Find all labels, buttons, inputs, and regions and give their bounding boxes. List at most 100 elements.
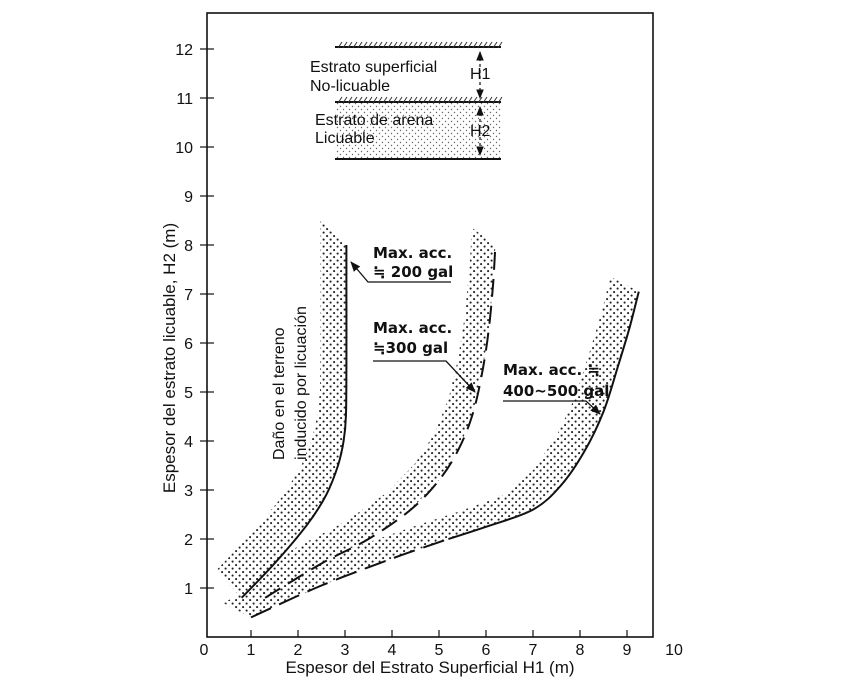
annotation-200gal-line1: Max. acc.: [373, 244, 452, 262]
hatch-stroke: [427, 96, 433, 104]
hatch-stroke: [457, 96, 463, 104]
annotation-200gal-line2: ≒ 200 gal: [373, 263, 453, 281]
hatch-stroke: [372, 41, 378, 49]
hatch-stroke: [347, 41, 353, 49]
hatch-stroke: [417, 96, 423, 104]
hatch-stroke: [467, 41, 473, 49]
y-tick-label: 12: [175, 42, 193, 59]
y-tick-label: 7: [184, 287, 193, 304]
series-line-2: [264, 244, 497, 599]
inset-lower-label-line2: Licuable: [315, 130, 375, 147]
inset-upper-label-line2: No-licuable: [310, 78, 390, 95]
x-tick-label: 8: [576, 642, 585, 659]
hatch-stroke: [382, 41, 388, 49]
hatch-stroke: [452, 41, 458, 49]
hatch-stroke: [497, 41, 503, 49]
inset-middle-hatch: [337, 96, 503, 104]
inset-upper-label-line1: Estrato superficial: [310, 59, 437, 76]
plot-frame: [206, 12, 654, 638]
y-tick-label: 9: [184, 189, 193, 206]
x-tick-label: 6: [482, 642, 491, 659]
annotation-300gal-line2: ≒300 gal: [373, 339, 448, 357]
x-axis-ticks: 0 1 2 3 4 5 6 7 8 9 10: [200, 630, 683, 659]
hatch-stroke: [452, 96, 458, 104]
hatch-stroke: [492, 41, 498, 49]
hatch-stroke: [347, 96, 353, 104]
x-tick-label: 3: [341, 642, 350, 659]
series-line-1: [240, 245, 348, 599]
y-tick-label: 8: [184, 238, 193, 255]
hatch-stroke: [432, 96, 438, 104]
hatch-stroke: [392, 96, 398, 104]
hatch-stroke: [422, 96, 428, 104]
inset-lower-label-line1: Estrato de arena: [315, 112, 433, 129]
hatch-stroke: [422, 41, 428, 49]
hatch-stroke: [417, 41, 423, 49]
y-tick-label: 1: [184, 581, 193, 598]
hatch-stroke: [487, 41, 493, 49]
y-tick-label: 4: [184, 434, 193, 451]
damage-label-line2: inducido por licuación: [293, 306, 310, 460]
hatch-stroke: [447, 96, 453, 104]
inset-sand-layer: [335, 103, 501, 159]
hatch-stroke: [487, 96, 493, 104]
x-tick-label: 10: [665, 642, 683, 659]
hatch-stroke: [437, 41, 443, 49]
annotation-300gal-line1: Max. acc.: [373, 319, 452, 337]
hatch-stroke: [397, 41, 403, 49]
x-axis-title: Espesor del Estrato Superficial H1 (m): [285, 658, 574, 677]
series-line-3-solid: [448, 291, 640, 540]
x-tick-label: 4: [388, 642, 397, 659]
hatch-stroke: [412, 41, 418, 49]
y-tick-label: 6: [184, 336, 193, 353]
stipple-band-2: [241, 227, 496, 598]
hatch-stroke: [442, 41, 448, 49]
y-tick-label: 5: [184, 385, 193, 402]
annotation-400gal-line2: 400~500 gal: [503, 382, 609, 400]
x-tick-label: 9: [623, 642, 632, 659]
hatch-stroke: [432, 41, 438, 49]
hatch-stroke: [407, 41, 413, 49]
x-tick-label: 0: [200, 642, 209, 659]
hatch-stroke: [477, 41, 483, 49]
hatch-stroke: [337, 96, 343, 104]
hatch-stroke: [392, 41, 398, 49]
inset-top-hatch: [337, 41, 503, 49]
hatch-stroke: [342, 96, 348, 104]
hatch-stroke: [367, 96, 373, 104]
annotation-400gal-leader: [503, 400, 601, 415]
x-tick-label: 7: [529, 642, 538, 659]
inset-diagram: Estrato superficial No-licuable Estrato …: [310, 41, 503, 160]
series-line-3-dashed: [250, 538, 449, 619]
series-lines: [240, 244, 640, 619]
annotation-400gal-line1: Max. acc. ≒: [503, 361, 600, 379]
hatch-stroke: [362, 96, 368, 104]
hatch-stroke: [367, 41, 373, 49]
hatch-stroke: [412, 96, 418, 104]
hatch-stroke: [382, 96, 388, 104]
hatch-stroke: [472, 41, 478, 49]
inset-h1-label: H1: [470, 66, 491, 83]
hatch-stroke: [407, 96, 413, 104]
hatch-stroke: [377, 41, 383, 49]
annotation-200gal-leader: [350, 261, 451, 283]
x-tick-label: 2: [294, 642, 303, 659]
hatch-stroke: [462, 96, 468, 104]
hatch-stroke: [387, 96, 393, 104]
hatch-stroke: [337, 41, 343, 49]
hatch-stroke: [467, 96, 473, 104]
hatch-stroke: [482, 41, 488, 49]
hatch-stroke: [342, 41, 348, 49]
hatch-stroke: [482, 96, 488, 104]
annotations: Max. acc. ≒ 200 gal Max. acc. ≒300 gal M…: [271, 244, 609, 460]
hatch-stroke: [447, 41, 453, 49]
hatch-stroke: [377, 96, 383, 104]
stipple-band-3: [222, 276, 639, 618]
hatch-stroke: [352, 41, 358, 49]
hatch-stroke: [372, 96, 378, 104]
x-tick-label: 5: [435, 642, 444, 659]
hatch-stroke: [352, 96, 358, 104]
stipple-bands: [215, 218, 639, 618]
